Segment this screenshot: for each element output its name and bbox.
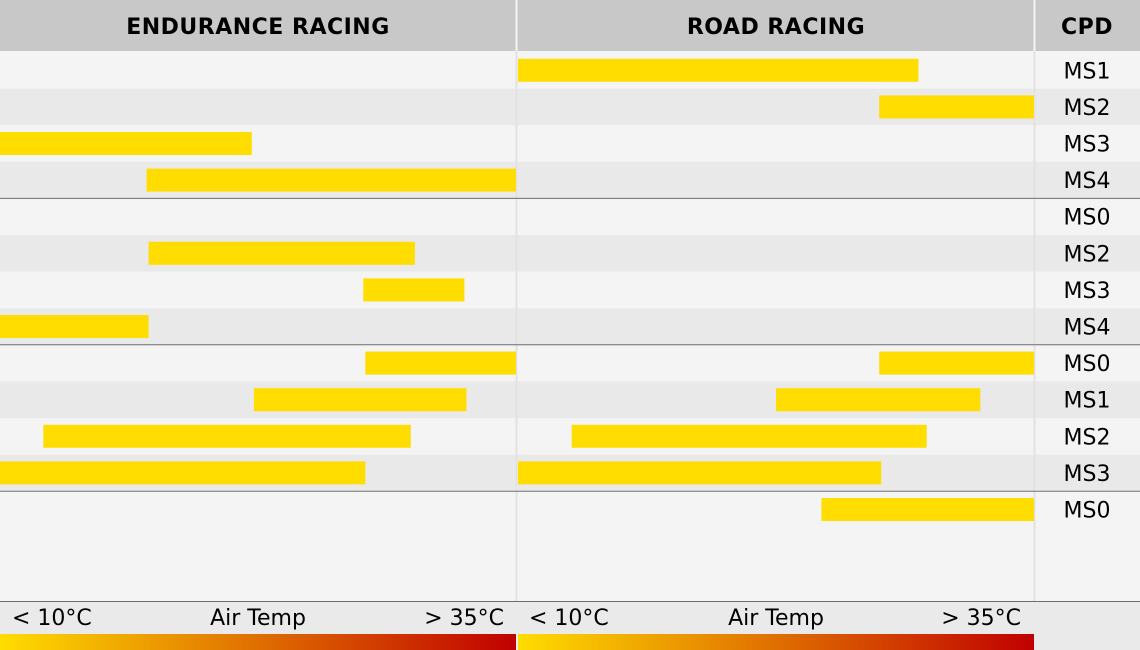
endurance-range-bar (148, 241, 415, 265)
endurance-range-bar (253, 388, 467, 412)
cpd-label: MS2 (1064, 96, 1111, 121)
road-range-bar (776, 388, 981, 412)
range-bars (0, 58, 1034, 521)
cpd-labels: MS1 MS2 MS3 MS4 MS0 MS2 MS3 MS4 MS0 MS1 MS2 MS3 MS0 (1064, 59, 1111, 523)
endurance-axis-title: Air Temp (210, 606, 306, 631)
endurance-range-bar (363, 278, 465, 302)
header-road-racing: ROAD RACING (687, 15, 865, 40)
endurance-range-bar (0, 132, 252, 155)
road-range-bar (571, 424, 927, 448)
road-axis-min-label: < 10°C (529, 606, 609, 631)
road-range-bar (821, 498, 1034, 521)
column-separators (515, 51, 1036, 602)
road-range-bar (518, 58, 919, 82)
road-axis-title: Air Temp (728, 606, 824, 631)
cpd-label: MS3 (1064, 133, 1111, 158)
road-range-bar (879, 351, 1034, 375)
cpd-label: MS2 (1064, 242, 1111, 267)
header-endurance-racing: ENDURANCE RACING (126, 15, 390, 40)
cpd-label: MS4 (1064, 169, 1111, 194)
temp-gradient-road (518, 634, 1034, 650)
road-range-bar (879, 95, 1034, 119)
road-axis-max-label: > 35°C (941, 606, 1021, 631)
endurance-axis-max-label: > 35°C (424, 606, 504, 631)
row-background (0, 198, 1140, 235)
cpd-label: MS3 (1064, 279, 1111, 304)
endurance-range-bar (0, 315, 149, 338)
endurance-range-bar (0, 461, 366, 485)
header-band (0, 0, 1140, 51)
cpd-label: MS3 (1064, 462, 1111, 487)
temp-gradient-endurance (0, 634, 516, 650)
cpd-label: MS1 (1064, 389, 1111, 414)
road-range-bar (518, 461, 882, 485)
cpd-label: MS0 (1064, 499, 1111, 524)
endurance-axis-min-label: < 10°C (12, 606, 92, 631)
cpd-label: MS1 (1064, 59, 1111, 84)
row-background (0, 271, 1140, 309)
endurance-range-bar (43, 424, 411, 448)
cpd-label: MS4 (1064, 316, 1111, 341)
cpd-label: MS0 (1064, 352, 1111, 377)
cpd-label: MS2 (1064, 425, 1111, 450)
row-background (0, 308, 1140, 345)
header-cpd: CPD (1061, 15, 1113, 40)
cpd-label: MS0 (1064, 206, 1111, 231)
row-backgrounds (0, 52, 1140, 528)
endurance-range-bar (146, 168, 516, 192)
group-dividers (0, 197, 1140, 492)
endurance-range-bar (365, 351, 516, 375)
